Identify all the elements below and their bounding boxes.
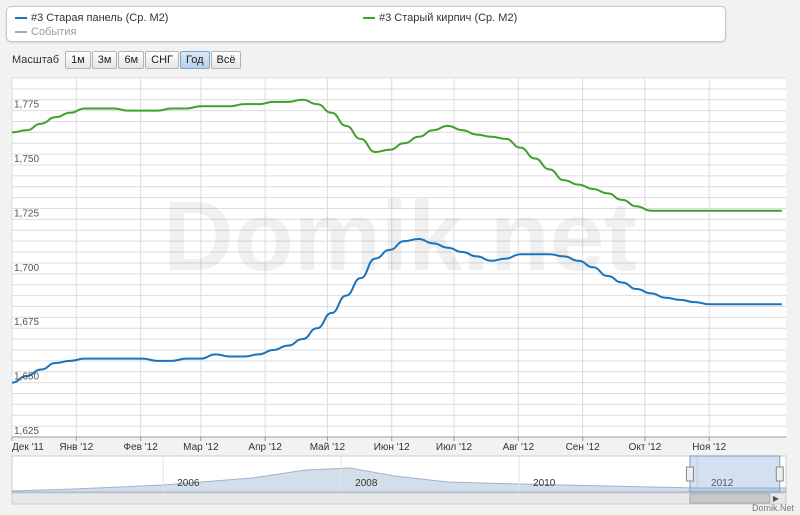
legend-item-brick[interactable]: #3 Старый кирпич (Ср. M2) (363, 12, 517, 24)
navigator-scrollbar-thumb[interactable] (689, 493, 771, 504)
zoom-all-button[interactable]: Всё (210, 51, 242, 69)
x-tick-label: Май '12 (310, 442, 346, 453)
zoom-toolbar: Масштаб 1м 3м 6м СНГ Год Всё (12, 51, 242, 69)
x-tick-label: Фев '12 (124, 442, 159, 453)
legend-swatch-events (15, 31, 27, 33)
grid (11, 77, 786, 438)
y-tick-label: 1,775 (14, 100, 39, 111)
x-tick-label: Апр '12 (248, 442, 282, 453)
x-tick-label: Июн '12 (374, 442, 410, 453)
navigator-year-labels: 2006 2008 2010 2012 (162, 456, 734, 492)
y-tick-label: 1,625 (14, 426, 39, 437)
zoom-label: Масштаб (12, 54, 60, 66)
x-tick-label: Мар '12 (183, 442, 219, 453)
y-axis-labels: 1,625 1,650 1,675 1,700 1,725 1,750 1,775 (14, 100, 39, 437)
y-tick-label: 1,725 (14, 208, 39, 219)
legend-item-events[interactable]: События (15, 26, 76, 38)
navigator-year-label: 2012 (711, 478, 734, 489)
zoom-6m-button[interactable]: 6м (118, 51, 145, 69)
navigator-year-label: 2006 (177, 478, 200, 489)
navigator-handle-left[interactable] (685, 466, 694, 482)
legend: #3 Старая панель (Ср. M2) #3 Старый кирп… (6, 6, 726, 42)
x-tick-label: Дек '11 (12, 442, 44, 453)
x-tick-label: Июл '12 (436, 442, 473, 453)
credit-link[interactable]: Domik.Net (751, 503, 794, 513)
scroll-right-arrow-icon[interactable]: ▶ (773, 494, 780, 503)
series-line-0[interactable] (11, 238, 782, 384)
navigator-handle-right[interactable] (775, 466, 784, 482)
watermark: Domik.net (163, 181, 637, 291)
y-tick-label: 1,650 (14, 372, 39, 383)
main-chart[interactable]: Domik.net 1,625 1,650 1,675 1,700 1,725 1,750… (0, 72, 800, 455)
y-tick-label: 1,675 (14, 317, 39, 328)
navigator-year-label: 2010 (533, 478, 556, 489)
x-tick-label: Сен '12 (566, 442, 601, 453)
series-line-1[interactable] (11, 98, 782, 212)
series-lines (11, 98, 782, 384)
legend-swatch-panel (15, 17, 27, 19)
legend-label-panel: #3 Старая панель (Ср. M2) (31, 12, 169, 24)
legend-label-events: События (31, 26, 77, 38)
zoom-1m-button[interactable]: 1м (65, 51, 91, 69)
legend-swatch-brick (363, 17, 375, 19)
navigator-series (11, 467, 787, 493)
zoom-ytd-button[interactable]: СНГ (145, 51, 179, 69)
x-tick-label: Янв '12 (59, 442, 93, 453)
y-tick-label: 1,750 (14, 154, 39, 165)
navigator-selection[interactable] (689, 455, 781, 493)
x-tick-label: Ноя '12 (692, 442, 726, 453)
navigator-scrollbar[interactable] (11, 492, 787, 505)
zoom-3m-button[interactable]: 3м (91, 51, 118, 69)
y-tick-label: 1,700 (14, 263, 39, 274)
zoom-1y-button[interactable]: Год (179, 51, 210, 69)
x-axis-labels: Дек '11 Янв '12 Фев '12 Мар '12 Апр '12 Май '… (11, 437, 727, 453)
navigator[interactable]: 2006 2008 2010 2012 ▶ (0, 455, 800, 505)
legend-item-panel[interactable]: #3 Старая панель (Ср. M2) (15, 12, 168, 24)
legend-label-brick: #3 Старый кирпич (Ср. M2) (379, 12, 518, 24)
x-tick-label: Авг '12 (503, 442, 535, 453)
x-tick-label: Окт '12 (629, 442, 662, 453)
navigator-year-label: 2008 (355, 478, 378, 489)
